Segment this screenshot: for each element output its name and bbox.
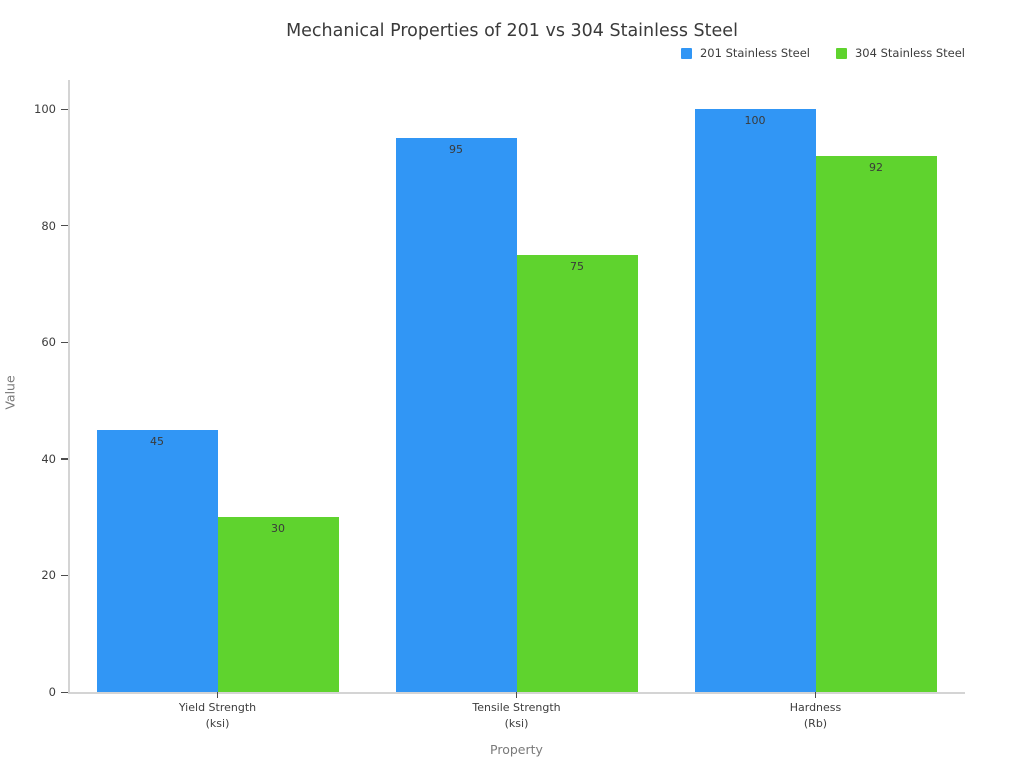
y-tick-mark bbox=[61, 225, 68, 227]
bar-201-stainless-steel bbox=[96, 429, 218, 692]
x-tick-label: Hardness (Rb) bbox=[789, 701, 842, 730]
y-tick-mark bbox=[61, 458, 68, 460]
y-tick-mark bbox=[61, 108, 68, 110]
bar-value-label: 92 bbox=[869, 160, 883, 174]
bar-value-label: 30 bbox=[271, 522, 285, 536]
y-tick-label: 40 bbox=[41, 451, 56, 466]
bar-304-stainless-steel bbox=[815, 155, 937, 692]
legend-item: 304 Stainless Steel bbox=[835, 46, 965, 60]
legend-item: 201 Stainless Steel bbox=[680, 46, 810, 60]
x-axis-title: Property bbox=[490, 742, 543, 757]
x-tick-label: Yield Strength (ksi) bbox=[178, 701, 257, 730]
x-tick-mark bbox=[516, 692, 518, 698]
legend-label: 304 Stainless Steel bbox=[854, 46, 965, 60]
x-tick-mark bbox=[217, 692, 219, 698]
y-axis-line bbox=[68, 80, 70, 692]
bar-304-stainless-steel bbox=[516, 254, 638, 692]
y-tick-label: 80 bbox=[41, 218, 56, 233]
y-tick-mark bbox=[61, 691, 68, 693]
x-tick-mark bbox=[815, 692, 817, 698]
bar-201-stainless-steel bbox=[694, 109, 816, 692]
bar-304-stainless-steel bbox=[217, 517, 339, 692]
bar-201-stainless-steel bbox=[395, 138, 517, 692]
y-tick-label: 20 bbox=[41, 568, 56, 583]
legend-swatch-icon bbox=[680, 47, 692, 59]
bar-value-label: 95 bbox=[449, 143, 463, 157]
legend-swatch-icon bbox=[835, 47, 847, 59]
y-axis-title: Value bbox=[2, 375, 18, 410]
y-tick-label: 60 bbox=[41, 335, 56, 350]
y-tick-mark bbox=[61, 574, 68, 577]
bar-value-label: 75 bbox=[570, 259, 584, 273]
x-tick-label: Tensile Strength (ksi) bbox=[472, 701, 561, 730]
chart-title: Mechanical Properties of 201 vs 304 Stai… bbox=[286, 21, 738, 41]
legend-label: 201 Stainless Steel bbox=[699, 46, 810, 60]
y-tick-mark bbox=[61, 341, 68, 343]
bar-value-label: 45 bbox=[150, 434, 164, 448]
y-tick-label: 0 bbox=[48, 685, 56, 699]
legend: 201 Stainless Steel 304 Stainless Steel bbox=[680, 46, 965, 60]
y-tick-label: 100 bbox=[34, 102, 56, 117]
bar-value-label: 100 bbox=[744, 114, 766, 128]
